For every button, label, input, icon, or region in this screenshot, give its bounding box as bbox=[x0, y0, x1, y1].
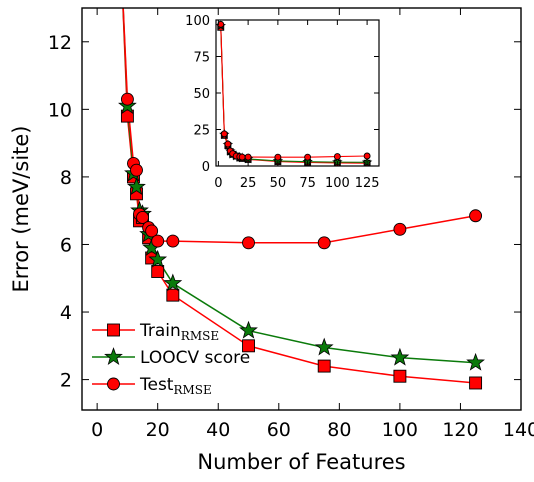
main-series-0-point bbox=[120, 109, 134, 123]
legend-item-2-label: TestRMSE bbox=[139, 375, 212, 397]
main-y-tick-label: 8 bbox=[60, 167, 72, 189]
main-y-tick-label: 6 bbox=[60, 234, 72, 256]
legend-item-1-marker bbox=[104, 347, 123, 365]
main-series-2-point bbox=[393, 222, 407, 236]
main-series-0-point bbox=[151, 265, 165, 278]
main-x-tick-label: 100 bbox=[382, 419, 418, 441]
main-series-2-point bbox=[317, 236, 331, 250]
inset-x-tick-label: 125 bbox=[355, 176, 380, 191]
inset-y-tick-label: 75 bbox=[193, 51, 210, 66]
main-x-tick-label: 80 bbox=[327, 419, 351, 441]
main-y-tick-label: 12 bbox=[48, 32, 72, 54]
inset-y-tick-label: 100 bbox=[185, 14, 210, 29]
main-series-2-point bbox=[130, 163, 143, 177]
main-x-tick-label: 0 bbox=[91, 419, 103, 441]
inset-series-2-point bbox=[304, 153, 312, 161]
inset-y-tick-label: 0 bbox=[202, 160, 210, 175]
main-x-tick-label: 120 bbox=[442, 419, 478, 441]
main-series-2-point bbox=[166, 234, 180, 248]
main-series-0-point bbox=[469, 376, 483, 390]
main-series-2-point bbox=[145, 224, 159, 238]
legend-item-0-name: Train bbox=[139, 321, 181, 341]
main-x-tick-label: 140 bbox=[503, 419, 534, 441]
inset-x-tick-label: 25 bbox=[240, 176, 257, 191]
main-y-tick-label: 4 bbox=[60, 302, 72, 324]
y-axis-title: Error (meV/site) bbox=[9, 126, 33, 293]
legend-item-1-label: LOOCV score bbox=[140, 348, 250, 368]
inset-series-2-point bbox=[217, 20, 225, 28]
inset-series-2-point bbox=[244, 153, 252, 161]
main-series-1-point bbox=[390, 347, 410, 366]
inset-series-2-point bbox=[220, 130, 228, 138]
legend-item-1-name: LOOCV score bbox=[140, 348, 250, 368]
main-series-2-point bbox=[136, 210, 150, 224]
main-x-tick-label: 60 bbox=[267, 419, 291, 441]
legend-item-2-subscript: RMSE bbox=[173, 383, 211, 397]
inset-x-tick-label: 100 bbox=[325, 176, 350, 191]
legend-item-2-name: Test bbox=[139, 375, 174, 395]
legend-item-0-label: TrainRMSE bbox=[139, 321, 219, 343]
main-y-tick-label: 2 bbox=[60, 370, 72, 392]
main-plot-area bbox=[118, 8, 485, 390]
main-series-1-point bbox=[466, 352, 485, 371]
x-axis-title: Number of Features bbox=[197, 450, 405, 474]
main-series-2-point bbox=[242, 236, 255, 250]
inset-y-tick-label: 50 bbox=[193, 87, 210, 102]
main-series-1-point bbox=[148, 249, 168, 268]
legend-item-0-subscript: RMSE bbox=[181, 329, 219, 343]
legend-item-0-marker bbox=[107, 323, 120, 337]
inset-background bbox=[216, 20, 379, 166]
main-series-1-point bbox=[127, 177, 146, 196]
main-series-1-point bbox=[314, 337, 334, 356]
inset-x-tick-label: 75 bbox=[299, 176, 316, 191]
main-y-tick-label: 10 bbox=[48, 99, 72, 121]
inset-x-tick-label: 50 bbox=[270, 176, 287, 191]
main-series-0-point bbox=[393, 369, 407, 383]
main-frame bbox=[81, 7, 522, 411]
main-series-1-point bbox=[239, 320, 258, 339]
inset-series-2-point bbox=[333, 153, 341, 161]
inset-x-tick-label: 0 bbox=[214, 176, 222, 191]
inset-series-2-point bbox=[274, 153, 282, 161]
main-series-2-point bbox=[120, 92, 134, 106]
main-series-2-point bbox=[469, 209, 483, 223]
legend-item-2-marker bbox=[107, 377, 120, 391]
main-series-1-point bbox=[163, 273, 183, 292]
inset-y-tick-label: 25 bbox=[193, 124, 210, 139]
main-series-0-point bbox=[317, 359, 331, 373]
main-series-0-point bbox=[166, 288, 180, 302]
inset-series-2-point bbox=[224, 140, 232, 148]
main-x-tick-label: 20 bbox=[146, 419, 170, 441]
main-x-tick-label: 40 bbox=[206, 419, 230, 441]
main-series-2-point bbox=[151, 234, 165, 248]
main-series-0-point bbox=[242, 339, 255, 353]
inset-series-2-point bbox=[238, 153, 246, 161]
inset-series-2-point bbox=[363, 152, 371, 160]
